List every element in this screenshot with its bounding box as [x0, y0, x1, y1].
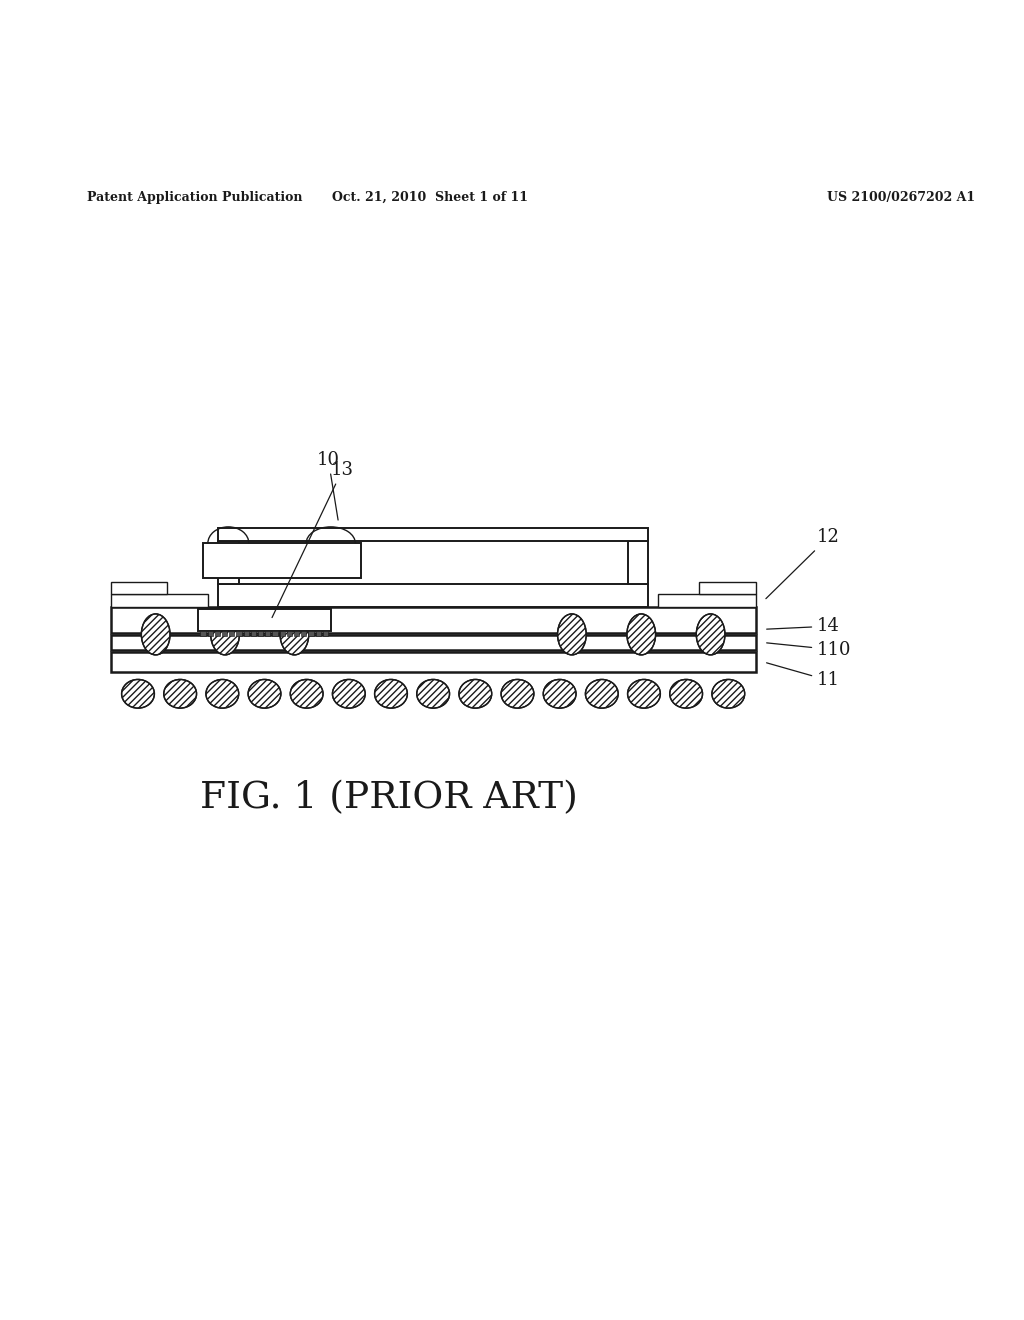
Text: Patent Application Publication: Patent Application Publication [87, 190, 302, 203]
Bar [198, 609, 331, 631]
Bar [301, 631, 306, 636]
Bar [628, 541, 648, 585]
Bar [218, 541, 239, 585]
Ellipse shape [290, 680, 323, 708]
Ellipse shape [164, 680, 197, 708]
Bar [323, 631, 328, 636]
Bar [111, 607, 756, 634]
Ellipse shape [417, 680, 450, 708]
Bar [111, 594, 208, 607]
Bar [111, 635, 756, 649]
Bar [699, 582, 756, 594]
Bar [203, 544, 361, 578]
Ellipse shape [141, 614, 170, 655]
Bar [265, 631, 270, 636]
Ellipse shape [206, 680, 239, 708]
Bar [237, 631, 242, 636]
Text: Oct. 21, 2010  Sheet 1 of 11: Oct. 21, 2010 Sheet 1 of 11 [332, 190, 528, 203]
Text: 14: 14 [767, 618, 840, 635]
Bar [208, 631, 213, 636]
Bar [218, 585, 648, 607]
Bar [308, 631, 313, 636]
Text: 12: 12 [766, 528, 840, 599]
Ellipse shape [544, 680, 577, 708]
Text: US 2100/0267202 A1: US 2100/0267202 A1 [827, 190, 975, 203]
Text: 10: 10 [316, 450, 340, 520]
Bar [244, 631, 249, 636]
Bar [287, 631, 292, 636]
Bar [258, 631, 263, 636]
Bar [658, 594, 756, 607]
Ellipse shape [557, 614, 586, 655]
Bar [201, 631, 206, 636]
Bar [280, 631, 285, 636]
Ellipse shape [670, 680, 702, 708]
Ellipse shape [375, 680, 408, 708]
Bar [111, 652, 756, 672]
Ellipse shape [586, 680, 618, 708]
Ellipse shape [501, 680, 534, 708]
Ellipse shape [281, 614, 309, 655]
Ellipse shape [696, 614, 725, 655]
Ellipse shape [211, 614, 240, 655]
Ellipse shape [627, 614, 655, 655]
Ellipse shape [628, 680, 660, 708]
Ellipse shape [248, 680, 281, 708]
Text: 11: 11 [767, 663, 840, 689]
Ellipse shape [712, 680, 744, 708]
Ellipse shape [122, 680, 155, 708]
Bar [215, 631, 220, 636]
Bar [218, 528, 648, 541]
Bar [272, 631, 278, 636]
Bar [229, 631, 234, 636]
Ellipse shape [459, 680, 492, 708]
Text: 13: 13 [272, 461, 354, 618]
Bar [251, 631, 256, 636]
Text: FIG. 1 (PRIOR ART): FIG. 1 (PRIOR ART) [200, 780, 579, 816]
Bar [315, 631, 321, 636]
Ellipse shape [333, 680, 366, 708]
Bar [294, 631, 299, 636]
Bar [222, 631, 227, 636]
Bar [111, 582, 167, 594]
Text: 110: 110 [767, 640, 852, 659]
